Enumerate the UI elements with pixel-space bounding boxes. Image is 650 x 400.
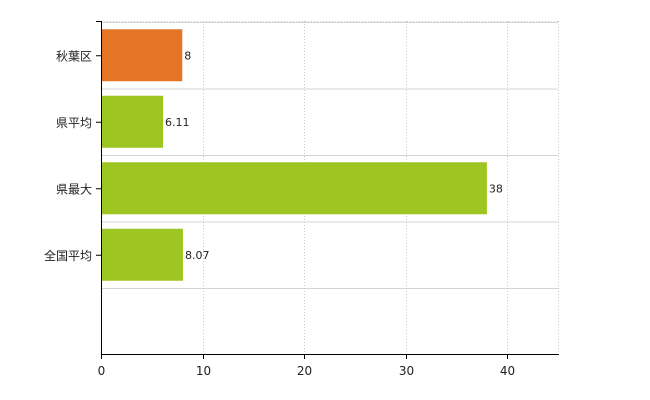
x-tick-label: 0 [98, 364, 106, 378]
x-tick-label: 30 [399, 364, 414, 378]
bars [102, 29, 487, 281]
bar-1 [102, 29, 183, 82]
axes [96, 21, 559, 359]
x-tick-label: 10 [196, 364, 211, 378]
data-label: 6.11 [165, 116, 190, 129]
data-label: 8.07 [185, 249, 210, 262]
labels: 8 秋葉区 6.11 県平均 38 県最大 8.07 全国平均 0 10 20 30 40 [44, 49, 515, 378]
x-tick-label: 20 [297, 364, 312, 378]
x-tick-label: 40 [500, 364, 515, 378]
grid [101, 21, 559, 354]
bar-2 [102, 95, 164, 148]
data-label: 38 [489, 182, 503, 195]
data-label: 8 [184, 49, 191, 62]
category-label: 県平均 [56, 116, 92, 130]
category-label: 秋葉区 [56, 49, 92, 63]
bar-3 [102, 162, 487, 215]
category-label: 全国平均 [44, 248, 92, 263]
bar-4 [102, 228, 183, 281]
category-label: 県最大 [56, 182, 92, 196]
